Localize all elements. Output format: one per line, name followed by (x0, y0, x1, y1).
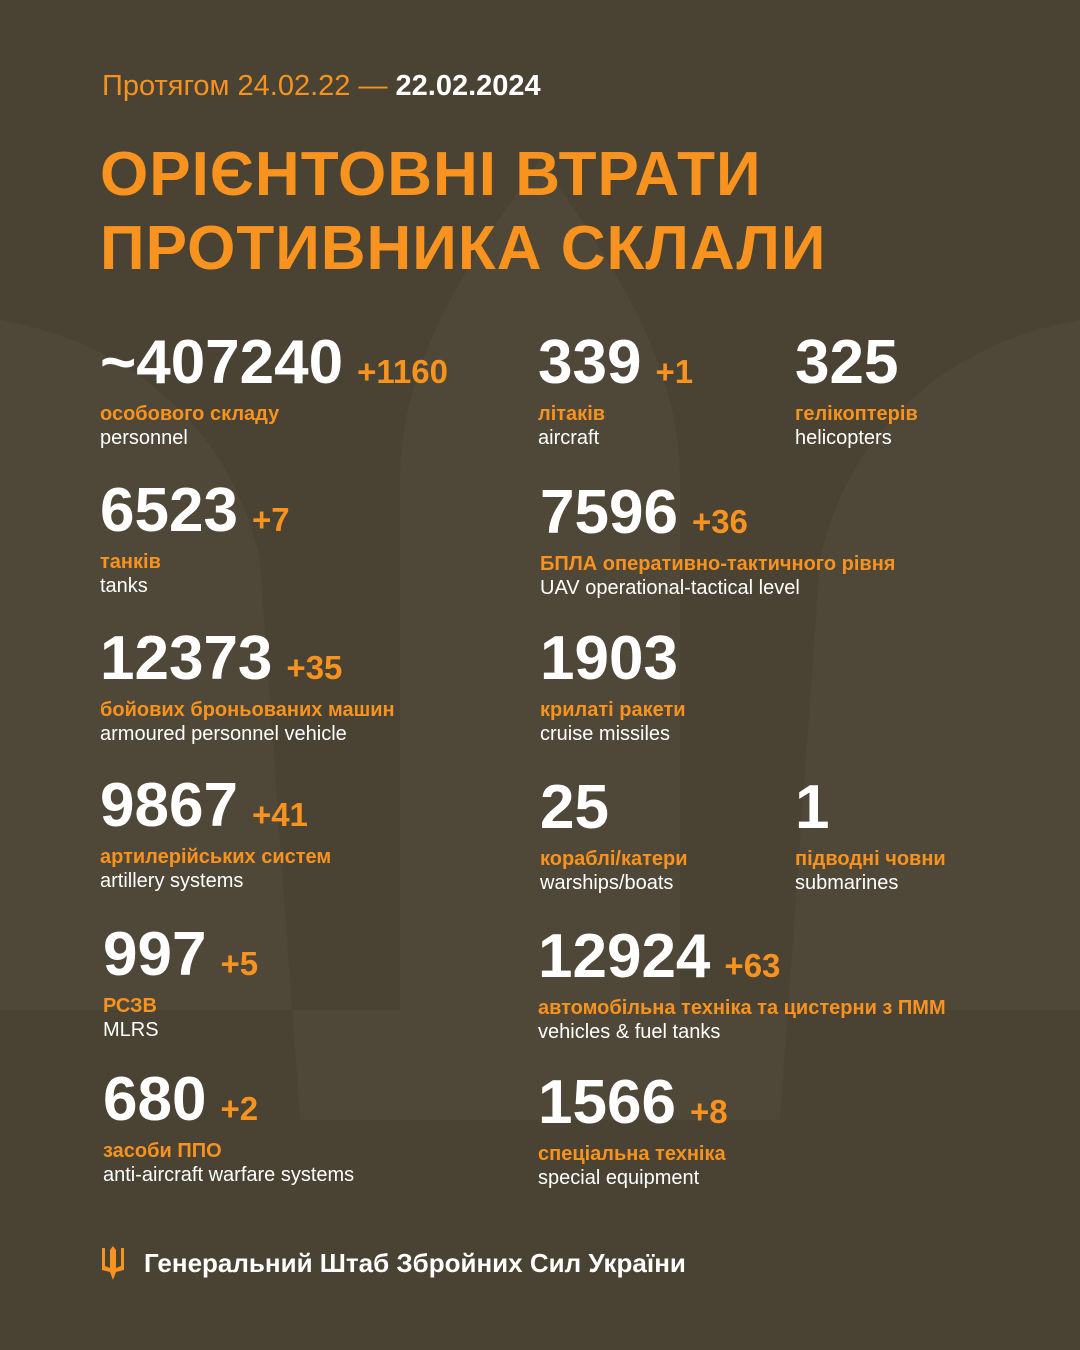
stat-item: 25 кораблі/катери warships/boats (540, 777, 688, 895)
stat-value-line: ~407240 +1160 (100, 332, 448, 394)
stat-label-ua: РСЗВ (103, 995, 157, 1017)
period-end: 22.02.2024 (395, 70, 541, 102)
stat-label-en: anti-aircraft warfare systems (103, 1164, 355, 1186)
stat-item: 12373 +35 бойових броньованих машин armoure… (100, 628, 395, 746)
stat-value-line: 12924 +63 (538, 926, 946, 988)
footer-org-name: Генеральний Штаб Збройних Сил України (144, 1247, 686, 1278)
stat-label-ua: танків (100, 551, 161, 573)
stat-label-en: cruise missiles (540, 723, 671, 745)
stat-label-ua: гелікоптерів (795, 403, 918, 425)
stat-label-ua: автомобільна техніка та цистерни з ПММ (538, 997, 946, 1019)
stat-value-line: 1566 +8 (538, 1072, 728, 1134)
stat-value-line: 1 (795, 777, 946, 839)
stat-label-en: submarines (795, 872, 899, 894)
stat-label-ua: засоби ППО (103, 1140, 222, 1162)
stat-label-en: vehicles & fuel tanks (538, 1021, 721, 1043)
stat-item: 325 гелікоптерів helicopters (795, 332, 918, 450)
stat-delta: +1160 (357, 353, 448, 390)
stat-label-en: warships/boats (540, 872, 674, 894)
title-line-1: ОРІЄНТОВНІ ВТРАТИ (100, 140, 762, 209)
stat-label-en: MLRS (103, 1019, 159, 1041)
stat-value: 1 (795, 773, 830, 842)
stat-item: 997 +5 РСЗВ MLRS (103, 924, 258, 1042)
stat-delta: +35 (286, 649, 343, 686)
stat-label-en: tanks (100, 575, 148, 597)
stat-label-ua: підводні човни (795, 848, 946, 870)
period-start: Протягом 24.02.22 — (102, 70, 388, 102)
trident-icon (102, 1246, 124, 1280)
stat-value: 1566 (538, 1068, 676, 1137)
stat-item: 1903 крилаті ракети cruise missiles (540, 628, 686, 746)
stat-value-line: 25 (540, 777, 688, 839)
stat-label-en: UAV operational-tactical level (540, 577, 800, 599)
stat-label-ua: кораблі/катери (540, 848, 688, 870)
stat-value: 680 (103, 1065, 207, 1134)
stat-value-line: 9867 +41 (100, 775, 331, 837)
stat-delta: +8 (689, 1093, 728, 1130)
stat-label-en: aircraft (538, 427, 600, 449)
stat-value-line: 6523 +7 (100, 480, 290, 542)
stat-delta: +5 (220, 945, 259, 982)
stat-label-en: personnel (100, 427, 188, 449)
stat-label-ua: спеціальна техніка (538, 1143, 726, 1165)
stat-value: 997 (103, 920, 207, 989)
stat-delta: +2 (220, 1090, 259, 1127)
stat-value: 339 (538, 328, 642, 397)
stat-item: 9867 +41 артилерійських систем artillery sy… (100, 775, 331, 893)
stat-item: 1566 +8 спеціальна техніка special equipmen… (538, 1072, 728, 1190)
stat-value: 25 (540, 773, 609, 842)
title-line-2: ПРОТИВНИКА СКЛАЛИ (100, 214, 827, 283)
stat-delta: +36 (691, 503, 748, 540)
stat-label-ua: крилаті ракети (540, 699, 686, 721)
stat-delta: +7 (251, 501, 290, 538)
stat-item: 12924 +63 автомобільна техніка та цистерни… (538, 926, 946, 1044)
stat-value-line: 680 +2 (103, 1069, 354, 1131)
stat-value: 12373 (100, 624, 273, 693)
stat-label-ua: бойових броньованих машин (100, 699, 395, 721)
stat-label-ua: БПЛА оперативно-тактичного рівня (540, 553, 896, 575)
stat-value: 7596 (540, 478, 678, 547)
stat-item: 339 +1 літаків aircraft (538, 332, 693, 450)
stat-label-en: helicopters (795, 427, 892, 449)
stat-delta: +41 (251, 796, 308, 833)
stat-value-line: 12373 +35 (100, 628, 395, 690)
stat-value: 6523 (100, 476, 238, 545)
stat-delta: +1 (655, 353, 694, 390)
stat-label-ua: літаків (538, 403, 606, 425)
stat-value: 12924 (538, 922, 711, 991)
stat-value: 9867 (100, 771, 238, 840)
stat-value-line: 339 +1 (538, 332, 693, 394)
stat-value-line: 1903 (540, 628, 686, 690)
stat-item: 1 підводні човни submarines (795, 777, 946, 895)
stat-label-en: artillery systems (100, 870, 244, 892)
stat-item: 680 +2 засоби ППО anti-aircraft warfare sys… (103, 1069, 354, 1187)
stat-value: 325 (795, 328, 899, 397)
stat-delta: +63 (724, 947, 781, 984)
stat-label-en: armoured personnel vehicle (100, 723, 347, 745)
stat-label-en: special equipment (538, 1167, 700, 1189)
stat-value: 1903 (540, 624, 678, 693)
stat-label-ua: особового складу (100, 403, 280, 425)
stat-value-line: 7596 +36 (540, 482, 895, 544)
stat-value: ~407240 (100, 328, 344, 397)
page-title: ОРІЄНТОВНІ ВТРАТИ ПРОТИВНИКА СКЛАЛИ (100, 138, 826, 286)
footer: Генеральний Штаб Збройних Сил України (100, 1246, 686, 1280)
stat-value-line: 325 (795, 332, 918, 394)
stat-item: ~407240 +1160 особового складу personnel (100, 332, 448, 450)
period-text: Протягом 24.02.22 — 22.02.2024 (102, 70, 541, 103)
stat-item: 6523 +7 танків tanks (100, 480, 290, 598)
stat-label-ua: артилерійських систем (100, 846, 332, 868)
stat-value-line: 997 +5 (103, 924, 258, 986)
stat-item: 7596 +36 БПЛА оперативно-тактичного рівня U… (540, 482, 895, 600)
